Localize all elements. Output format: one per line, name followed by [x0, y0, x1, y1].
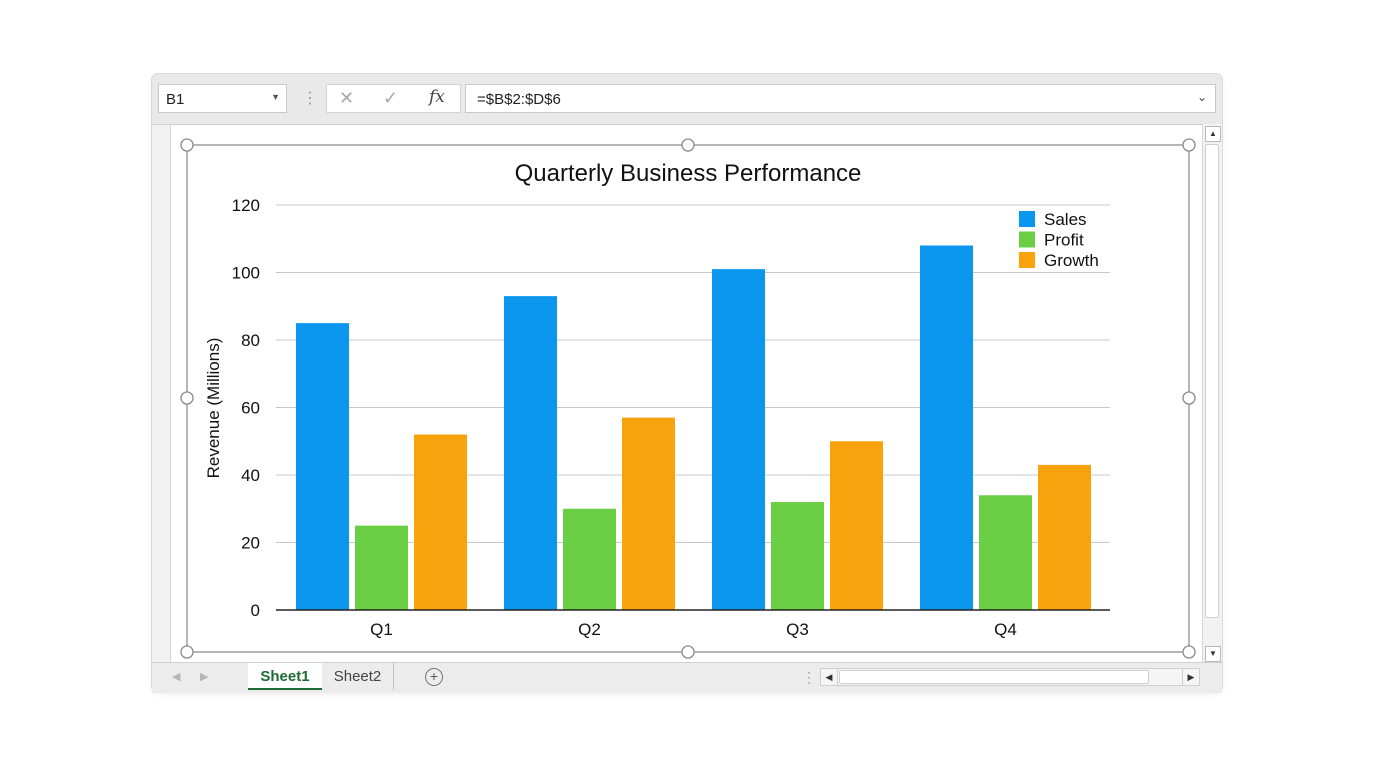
formula-input[interactable]: =$B$2:$D$6 ⌄: [465, 84, 1216, 113]
scroll-up-icon[interactable]: ▲: [1205, 126, 1221, 142]
bar-sales-q2: [504, 296, 557, 610]
name-box[interactable]: B1 ▼: [158, 84, 287, 113]
resize-handle[interactable]: [180, 391, 194, 405]
tab-prev-icon[interactable]: ◀: [172, 671, 181, 683]
insert-function-icon[interactable]: fx: [429, 87, 445, 107]
y-tick-label: 120: [232, 196, 260, 215]
resize-handle[interactable]: [180, 138, 194, 152]
resize-handle[interactable]: [180, 645, 194, 659]
grip-icon[interactable]: ⋮: [802, 669, 816, 685]
x-tick-label: Q3: [786, 620, 809, 639]
expand-formula-icon[interactable]: ⌄: [1196, 90, 1207, 104]
grip-icon[interactable]: ⋮: [302, 90, 318, 107]
vertical-scroll-thumb[interactable]: [1205, 144, 1219, 618]
scroll-left-icon[interactable]: ◀: [821, 669, 838, 685]
bar-profit-q2: [563, 508, 616, 610]
resize-handle[interactable]: [1182, 138, 1196, 152]
x-tick-label: Q2: [578, 620, 601, 639]
chevron-down-icon[interactable]: ▼: [271, 92, 280, 102]
bar-profit-q4: [979, 495, 1032, 610]
formula-text: =$B$2:$D$6: [477, 91, 561, 108]
y-tick-label: 60: [241, 399, 260, 418]
sheet-tab-bar: ◀ ▶ Sheet1 Sheet2 + ⋮ ◀ ▶: [152, 662, 1222, 693]
add-sheet-button[interactable]: +: [425, 668, 443, 686]
y-tick-label: 100: [232, 264, 260, 283]
enter-icon[interactable]: ✓: [383, 88, 399, 108]
row-header-strip: [152, 125, 171, 663]
chart-title: Quarterly Business Performance: [515, 160, 862, 187]
bar-growth-q4: [1038, 464, 1091, 610]
bar-sales-q4: [920, 245, 973, 610]
tab-sheet1[interactable]: Sheet1: [248, 663, 322, 690]
tab-sheet2[interactable]: Sheet2: [322, 663, 394, 690]
y-tick-label: 20: [241, 534, 260, 553]
y-axis-label: Revenue (Millions): [204, 338, 223, 479]
y-tick-label: 0: [251, 601, 260, 620]
resize-handle[interactable]: [681, 645, 695, 659]
legend-label-profit: Profit: [1044, 231, 1084, 250]
resize-handle[interactable]: [681, 138, 695, 152]
vertical-scrollbar[interactable]: ▲ ▼: [1202, 124, 1222, 664]
legend-swatch-growth: [1019, 252, 1035, 268]
formula-bar: B1 ▼ ⋮ ✕ ✓ fx =$B$2:$D$6 ⌄: [152, 74, 1222, 124]
formula-buttons: ✕ ✓ fx: [326, 84, 461, 113]
bar-profit-q1: [355, 525, 408, 610]
resize-handle[interactable]: [1182, 645, 1196, 659]
legend-label-growth: Growth: [1044, 251, 1099, 270]
bar-sales-q3: [712, 269, 765, 610]
cancel-icon[interactable]: ✕: [339, 88, 355, 108]
horizontal-scrollbar[interactable]: ◀ ▶: [820, 668, 1200, 686]
scroll-right-icon[interactable]: ▶: [1182, 669, 1199, 685]
bar-growth-q1: [414, 434, 467, 610]
bar-profit-q3: [771, 502, 824, 610]
tab-next-icon[interactable]: ▶: [200, 671, 209, 683]
scroll-down-icon[interactable]: ▼: [1205, 646, 1221, 662]
bar-sales-q1: [296, 323, 349, 610]
legend-swatch-profit: [1019, 231, 1035, 248]
x-tick-label: Q4: [994, 620, 1017, 639]
horizontal-scroll-thumb[interactable]: [839, 670, 1149, 684]
bar-growth-q2: [622, 417, 675, 610]
x-tick-label: Q1: [370, 620, 393, 639]
y-tick-label: 40: [241, 466, 260, 485]
legend-label-sales: Sales: [1044, 210, 1087, 229]
bar-growth-q3: [830, 441, 883, 610]
resize-handle[interactable]: [1182, 391, 1196, 405]
legend-swatch-sales: [1019, 211, 1035, 227]
y-tick-label: 80: [241, 331, 260, 350]
name-box-value: B1: [166, 91, 185, 108]
